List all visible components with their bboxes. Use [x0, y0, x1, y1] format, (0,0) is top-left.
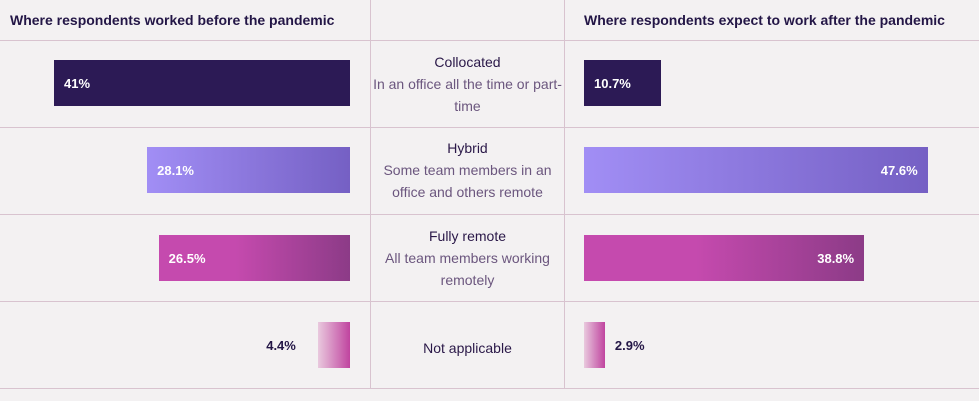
- divider-left: [370, 0, 371, 389]
- after-bar-collocated: 10.7%: [584, 60, 662, 106]
- after-value-label-fully-remote: 38.8%: [817, 250, 855, 266]
- after-panel-title: Where respondents expect to work after t…: [584, 12, 945, 28]
- before-panel-title: Where respondents worked before the pand…: [10, 12, 335, 28]
- category-collocated: Collocated In an office all the time or …: [371, 48, 564, 120]
- after-bar-hybrid: 47.6%: [584, 147, 928, 193]
- category-fully-remote: Fully remote All team members working re…: [371, 222, 564, 294]
- before-value-label-collocated: 41%: [64, 75, 91, 91]
- category-description: All team members working remotely: [385, 250, 550, 288]
- after-value-label-hybrid: 47.6%: [880, 162, 918, 178]
- before-value-label-hybrid: 28.1%: [157, 162, 194, 178]
- category-hybrid: Hybrid Some team members in an office an…: [371, 134, 564, 206]
- category-description: In an office all the time or part-time: [373, 76, 562, 114]
- category-description: Some team members in an office and other…: [383, 162, 552, 200]
- divider-right: [564, 0, 565, 389]
- row-divider: [0, 214, 979, 215]
- row-divider: [0, 40, 979, 41]
- after-bar-not-applicable: [584, 322, 605, 368]
- category-name: Collocated: [434, 54, 501, 70]
- category-name: Hybrid: [447, 140, 488, 156]
- category-name: Not applicable: [423, 340, 512, 356]
- category-name: Fully remote: [428, 228, 507, 244]
- row-divider: [0, 301, 979, 302]
- row-divider: [0, 388, 979, 389]
- before-value-label-not-applicable: 4.4%: [266, 337, 296, 353]
- before-bar-hybrid: 28.1%: [147, 147, 350, 193]
- after-value-label-collocated: 10.7%: [594, 75, 631, 91]
- before-bar-fully-remote: 26.5%: [158, 235, 350, 281]
- row-divider: [0, 127, 979, 128]
- before-bar-collocated: 41%: [54, 60, 350, 106]
- category-not-applicable: Not applicable: [371, 325, 564, 371]
- after-bar-fully-remote: 38.8%: [584, 235, 865, 281]
- before-value-label-fully-remote: 26.5%: [168, 250, 206, 266]
- before-bar-not-applicable: [318, 322, 350, 368]
- after-value-label-not-applicable: 2.9%: [614, 337, 645, 353]
